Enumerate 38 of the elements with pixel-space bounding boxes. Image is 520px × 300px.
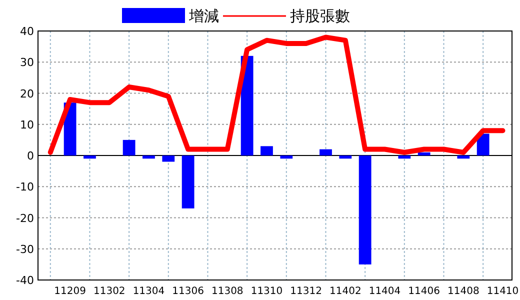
y-tick-label: 20 (20, 87, 34, 100)
bar (320, 149, 332, 156)
x-tick-label: 11310 (250, 286, 283, 297)
x-tick-label: 11209 (54, 286, 86, 297)
x-tick-label: 11410 (486, 286, 519, 297)
bar (142, 156, 155, 159)
bar (457, 156, 470, 159)
bar (122, 140, 136, 156)
x-tick-label: 11408 (448, 286, 480, 297)
bar (418, 152, 430, 156)
bar (240, 56, 254, 156)
bar (398, 156, 411, 159)
y-tick-label: -30 (16, 242, 34, 256)
y-tick-label: 40 (20, 25, 34, 38)
x-tick-label: 11404 (368, 286, 401, 297)
bar (339, 156, 352, 159)
x-tick-label: 11402 (330, 286, 362, 297)
bar (260, 146, 273, 156)
x-tick-label: 11406 (408, 286, 440, 297)
y-tick-label: 0 (27, 150, 34, 162)
y-tick-label: 10 (20, 118, 34, 132)
bar (84, 156, 96, 159)
x-tick-label: 11304 (132, 286, 165, 297)
y-tick-label: -40 (16, 274, 34, 287)
y-tick-label: 30 (20, 56, 34, 70)
x-tick-label: 11312 (290, 286, 322, 297)
bar (358, 156, 372, 264)
legend-label: 持股張數 (290, 7, 350, 25)
bar (162, 156, 175, 162)
x-tick-label: 11308 (211, 286, 244, 297)
y-tick-label: -10 (16, 180, 34, 194)
x-tick-label: 11306 (172, 286, 204, 297)
bar (182, 156, 194, 208)
x-tick-label: 11302 (93, 286, 126, 297)
y-tick-label: -20 (16, 212, 34, 225)
bar (280, 156, 293, 159)
bar (476, 134, 490, 156)
legend-label: 增減 (188, 7, 219, 25)
